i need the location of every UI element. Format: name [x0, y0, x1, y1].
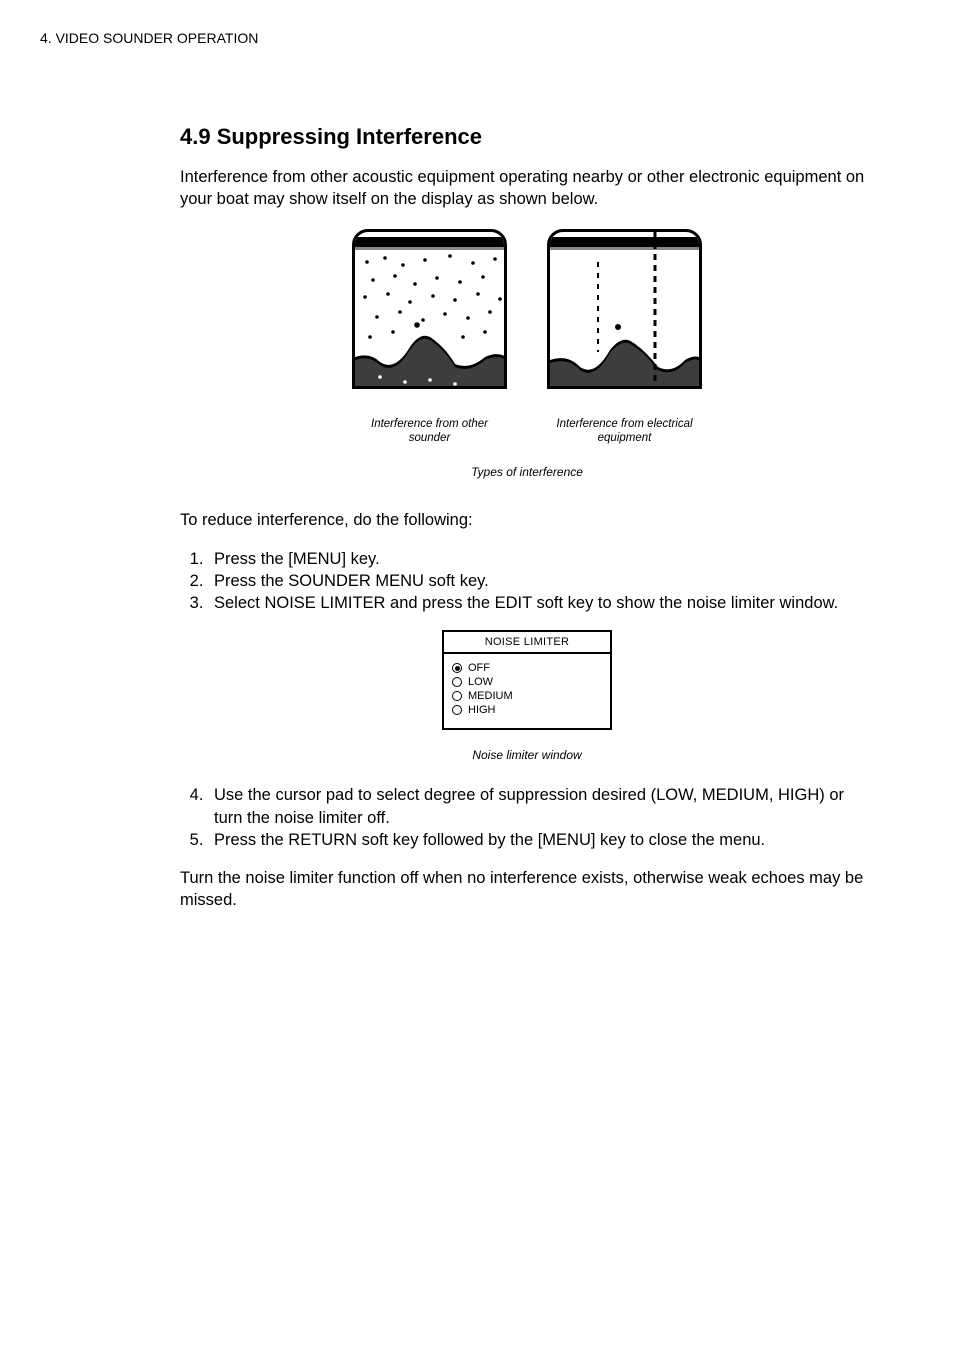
intro-paragraph: Interference from other acoustic equipme…	[180, 166, 874, 211]
radio-icon	[452, 705, 462, 715]
radio-icon	[452, 677, 462, 687]
figure-electrical-equipment	[547, 229, 702, 389]
closing-paragraph: Turn the noise limiter function off when…	[180, 867, 874, 912]
chapter-label: 4. VIDEO SOUNDER OPERATION	[40, 30, 258, 46]
radio-icon	[452, 663, 462, 673]
window-body: OFF LOW MEDIUM HIGH	[444, 654, 610, 728]
step-item: Select NOISE LIMITER and press the EDIT …	[208, 592, 874, 614]
figure-other-sounder	[352, 229, 507, 389]
window-title: NOISE LIMITER	[444, 632, 610, 654]
radio-option-medium[interactable]: MEDIUM	[452, 690, 602, 702]
radio-label: HIGH	[468, 704, 496, 716]
interference-figures	[180, 229, 874, 389]
step-item: Press the SOUNDER MENU soft key.	[208, 570, 874, 592]
step-item: Press the [MENU] key.	[208, 548, 874, 570]
after-figures-text: To reduce interference, do the following…	[180, 509, 874, 531]
radio-option-high[interactable]: HIGH	[452, 704, 602, 716]
radio-option-off[interactable]: OFF	[452, 662, 602, 674]
window-caption: Noise limiter window	[180, 748, 874, 762]
radio-label: MEDIUM	[468, 690, 513, 702]
step-item: Press the RETURN soft key followed by th…	[208, 829, 874, 851]
figure-caption-left: Interference from other sounder	[352, 417, 507, 446]
page-header: 4. VIDEO SOUNDER OPERATION	[40, 30, 874, 46]
radio-icon	[452, 691, 462, 701]
figure-main-caption: Types of interference	[180, 465, 874, 479]
steps-list-b: Use the cursor pad to select degree of s…	[180, 784, 874, 851]
steps-list-a: Press the [MENU] key. Press the SOUNDER …	[180, 548, 874, 615]
radio-label: LOW	[468, 676, 493, 688]
figure-captions-row: Interference from other sounder Interfer…	[180, 417, 874, 446]
step-item: Use the cursor pad to select degree of s…	[208, 784, 874, 829]
noise-limiter-window: NOISE LIMITER OFF LOW MEDIUM HIGH	[442, 630, 612, 730]
radio-option-low[interactable]: LOW	[452, 676, 602, 688]
figure-caption-right: Interference from electrical equipment	[547, 417, 702, 446]
radio-label: OFF	[468, 662, 490, 674]
section-title: 4.9 Suppressing Interference	[180, 124, 874, 150]
